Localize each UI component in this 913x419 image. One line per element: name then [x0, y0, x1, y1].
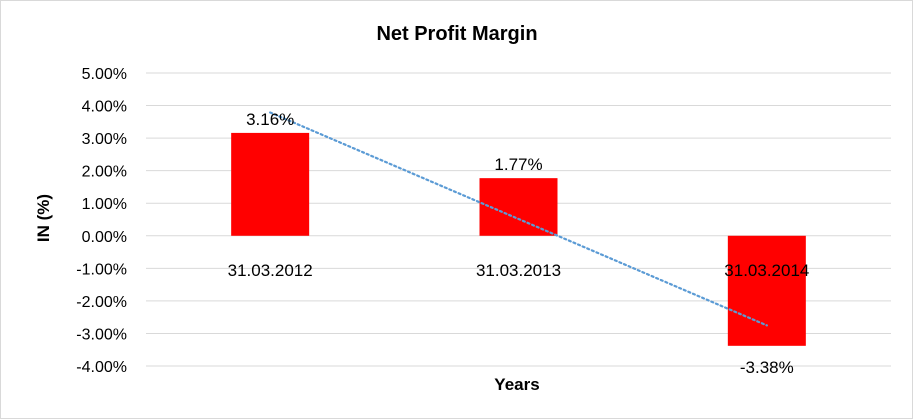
data-label: 1.77%	[494, 155, 542, 174]
category-label: 31.03.2013	[476, 261, 561, 280]
bar	[727, 235, 806, 346]
y-tick-label: 0.00%	[82, 229, 127, 246]
y-tick-label: 5.00%	[82, 66, 127, 83]
chart-title: Net Profit Margin	[376, 23, 537, 45]
x-axis-title: Years	[494, 375, 539, 394]
data-labels: 3.16% 1.77% -3.38%	[246, 110, 794, 377]
y-tick-label: -1.00%	[76, 261, 127, 278]
y-tick-label: 1.00%	[82, 196, 127, 213]
category-labels: 31.03.2012 31.03.2013 31.03.2014	[228, 261, 810, 280]
y-tick-label: 2.00%	[82, 164, 127, 181]
trendline-layer	[269, 111, 768, 327]
y-axis-ticks: 5.00% 4.00% 3.00% 2.00% 1.00% 0.00% -1.00% -2.0…	[76, 66, 127, 376]
data-label: 3.16%	[246, 110, 294, 129]
y-axis-title: IN (%)	[34, 194, 53, 242]
y-tick-label: -4.00%	[76, 359, 127, 376]
trendline	[269, 111, 768, 327]
category-label: 31.03.2012	[228, 261, 313, 280]
category-label: 31.03.2014	[724, 261, 809, 280]
data-label: -3.38%	[740, 358, 794, 377]
bar	[231, 132, 310, 236]
y-tick-label: 3.00%	[82, 131, 127, 148]
y-tick-label: -3.00%	[76, 326, 127, 343]
y-tick-label: -2.00%	[76, 294, 127, 311]
y-tick-label: 4.00%	[82, 99, 127, 116]
